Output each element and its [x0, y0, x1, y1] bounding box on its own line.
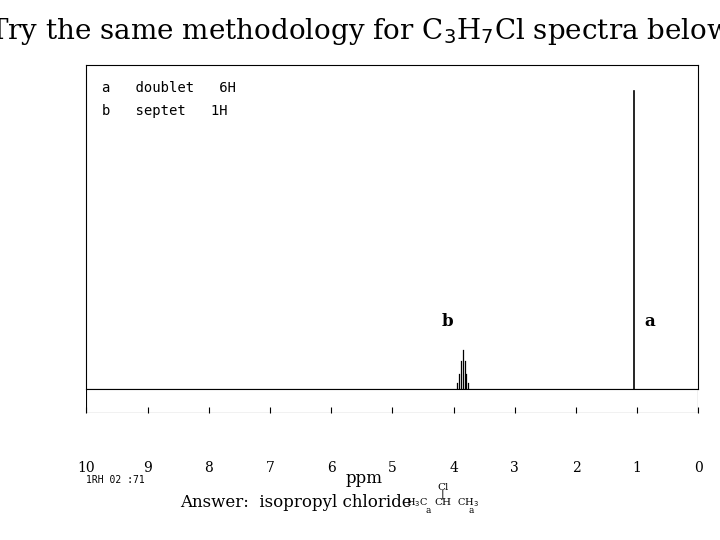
Text: ppm: ppm: [345, 470, 382, 487]
Text: b   septet   1H: b septet 1H: [102, 104, 228, 118]
Text: b: b: [441, 314, 454, 330]
Text: |: |: [441, 490, 445, 500]
Text: H$_3$C: H$_3$C: [406, 496, 428, 509]
Text: a: a: [469, 506, 474, 515]
Text: a: a: [426, 506, 431, 515]
Text: CH$_3$: CH$_3$: [457, 496, 479, 509]
Text: 1RH 02 :71: 1RH 02 :71: [86, 475, 145, 485]
Text: Cl: Cl: [437, 483, 449, 491]
Text: Try the same methodology for C$_3$H$_7$Cl spectra below: Try the same methodology for C$_3$H$_7$C…: [0, 16, 720, 47]
Text: Answer:  isopropyl chloride: Answer: isopropyl chloride: [180, 494, 412, 511]
Text: a   doublet   6H: a doublet 6H: [102, 81, 235, 95]
Text: CH: CH: [434, 498, 451, 507]
Text: a: a: [644, 314, 654, 330]
